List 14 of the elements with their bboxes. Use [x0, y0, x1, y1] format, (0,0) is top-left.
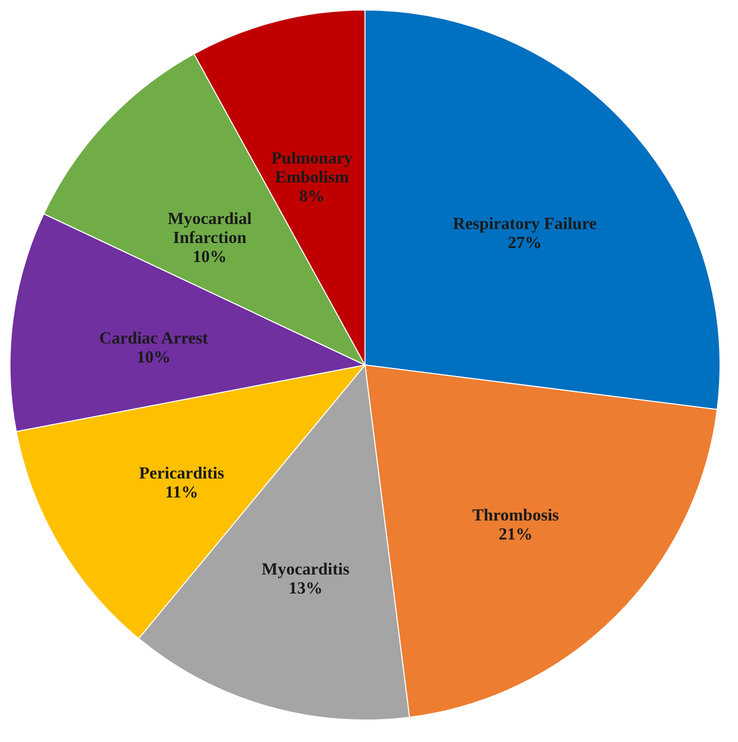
- slice-label: Respiratory Failure: [452, 214, 598, 234]
- slice-label: Pericarditis: [139, 463, 225, 482]
- data-label: 10%: [136, 347, 171, 366]
- slice-label: Thrombosis: [472, 506, 560, 525]
- data-label: 11%: [165, 482, 198, 502]
- slice-label: Pulmonary Embolism: [271, 148, 354, 187]
- data-label: 10%: [192, 247, 227, 266]
- data-label: 8%: [299, 186, 325, 206]
- slice-label: Myocarditis: [262, 560, 350, 579]
- data-label: 21%: [498, 524, 533, 544]
- slice-label: Cardiac Arrest: [99, 328, 208, 348]
- data-label: 13%: [288, 578, 323, 598]
- data-label: 27%: [508, 233, 542, 252]
- slice-label: Myocardial Infarction: [168, 209, 252, 248]
